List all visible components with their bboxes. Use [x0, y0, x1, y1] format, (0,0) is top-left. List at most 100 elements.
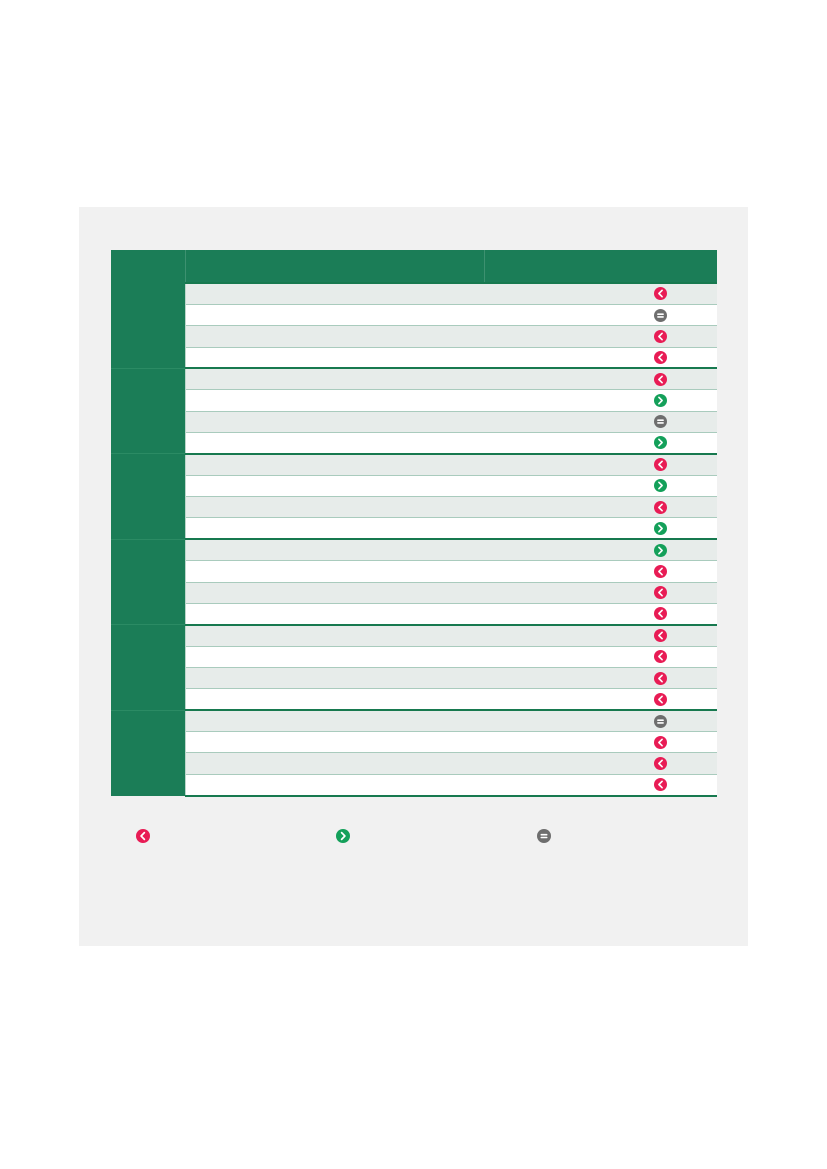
status-table-container — [111, 250, 717, 797]
table-row[interactable] — [111, 452, 717, 540]
table-row[interactable] — [111, 560, 717, 583]
table-header — [111, 250, 717, 283]
equals-circle-icon — [654, 308, 667, 322]
row-group-index — [111, 709, 186, 796]
chevron-right-circle-icon — [654, 393, 667, 407]
row-status-cell — [484, 410, 717, 433]
content-card — [79, 207, 748, 946]
table-row[interactable] — [111, 281, 717, 369]
row-status-cell — [484, 346, 717, 369]
chevron-right-circle-icon — [654, 543, 667, 557]
row-status-cell — [484, 303, 717, 326]
table-row[interactable] — [111, 325, 717, 348]
table-row[interactable] — [111, 581, 717, 604]
row-status-cell — [484, 709, 717, 732]
table-header-row — [111, 250, 717, 283]
chevron-left-circle-icon — [654, 564, 667, 578]
table-row[interactable] — [111, 709, 717, 796]
row-label — [185, 496, 484, 518]
row-label — [185, 346, 484, 369]
legend-item-same[interactable] — [537, 828, 556, 844]
row-label — [185, 752, 484, 775]
table-row[interactable] — [111, 773, 717, 797]
table-body — [111, 281, 717, 797]
row-label — [185, 666, 484, 689]
table-row[interactable] — [111, 688, 717, 711]
row-status-cell — [484, 452, 717, 476]
row-label — [185, 325, 484, 348]
equals-circle-icon — [537, 829, 551, 843]
legend — [79, 207, 748, 946]
chevron-left-circle-icon — [654, 372, 667, 386]
table-row[interactable] — [111, 645, 717, 668]
chevron-right-circle-icon — [654, 521, 667, 535]
row-label — [185, 773, 484, 797]
row-label — [185, 452, 484, 476]
table-row[interactable] — [111, 346, 717, 369]
row-label — [185, 474, 484, 497]
table-row[interactable] — [111, 752, 717, 775]
row-status-cell — [484, 517, 717, 540]
row-status-cell — [484, 752, 717, 775]
column-header-status — [484, 250, 717, 283]
chevron-left-circle-icon — [136, 829, 150, 843]
row-label — [185, 645, 484, 668]
row-status-cell — [484, 581, 717, 604]
table-row[interactable] — [111, 731, 717, 753]
row-label — [185, 581, 484, 604]
row-status-cell — [484, 688, 717, 711]
row-status-cell — [484, 731, 717, 753]
row-label — [185, 709, 484, 732]
row-label — [185, 538, 484, 561]
chevron-left-circle-icon — [654, 287, 667, 301]
row-label — [185, 410, 484, 433]
legend-item-down[interactable] — [136, 828, 155, 844]
chevron-left-circle-icon — [654, 586, 667, 600]
table-row[interactable] — [111, 496, 717, 518]
table-row[interactable] — [111, 538, 717, 625]
table-row[interactable] — [111, 303, 717, 326]
row-group-index — [111, 367, 186, 454]
column-header-label — [185, 250, 485, 283]
chevron-left-circle-icon — [654, 629, 667, 643]
row-status-cell — [484, 666, 717, 689]
row-label — [185, 517, 484, 540]
row-label — [185, 560, 484, 583]
table-row[interactable] — [111, 367, 717, 454]
legend-item-up[interactable] — [336, 828, 355, 844]
row-status-cell — [484, 602, 717, 625]
table-row[interactable] — [111, 474, 717, 497]
row-group-index — [111, 624, 186, 711]
table-row[interactable] — [111, 432, 717, 454]
chevron-left-circle-icon — [654, 351, 667, 364]
row-label — [185, 623, 484, 647]
chevron-left-circle-icon — [654, 329, 667, 343]
column-header-index — [111, 250, 186, 283]
row-status-cell — [484, 474, 717, 497]
chevron-right-circle-icon — [654, 479, 667, 493]
row-status-cell — [484, 623, 717, 647]
chevron-right-circle-icon — [654, 436, 667, 450]
chevron-left-circle-icon — [654, 692, 667, 706]
table-row[interactable] — [111, 602, 717, 625]
chevron-left-circle-icon — [654, 500, 667, 514]
table-row[interactable] — [111, 410, 717, 433]
table-row[interactable] — [111, 517, 717, 540]
table-row[interactable] — [111, 666, 717, 689]
row-status-cell — [484, 496, 717, 518]
row-label — [185, 281, 484, 305]
equals-circle-icon — [654, 415, 667, 429]
row-group-index — [111, 453, 186, 540]
table-row[interactable] — [111, 623, 717, 711]
row-status-cell — [484, 560, 717, 583]
chevron-left-circle-icon — [654, 458, 667, 472]
chevron-left-circle-icon — [654, 650, 667, 664]
chevron-left-circle-icon — [654, 778, 667, 792]
row-label — [185, 432, 484, 454]
row-label — [185, 688, 484, 711]
table-row[interactable] — [111, 389, 717, 412]
row-label — [185, 602, 484, 625]
row-status-cell — [484, 538, 717, 561]
row-status-cell — [484, 367, 717, 390]
row-label — [185, 367, 484, 390]
